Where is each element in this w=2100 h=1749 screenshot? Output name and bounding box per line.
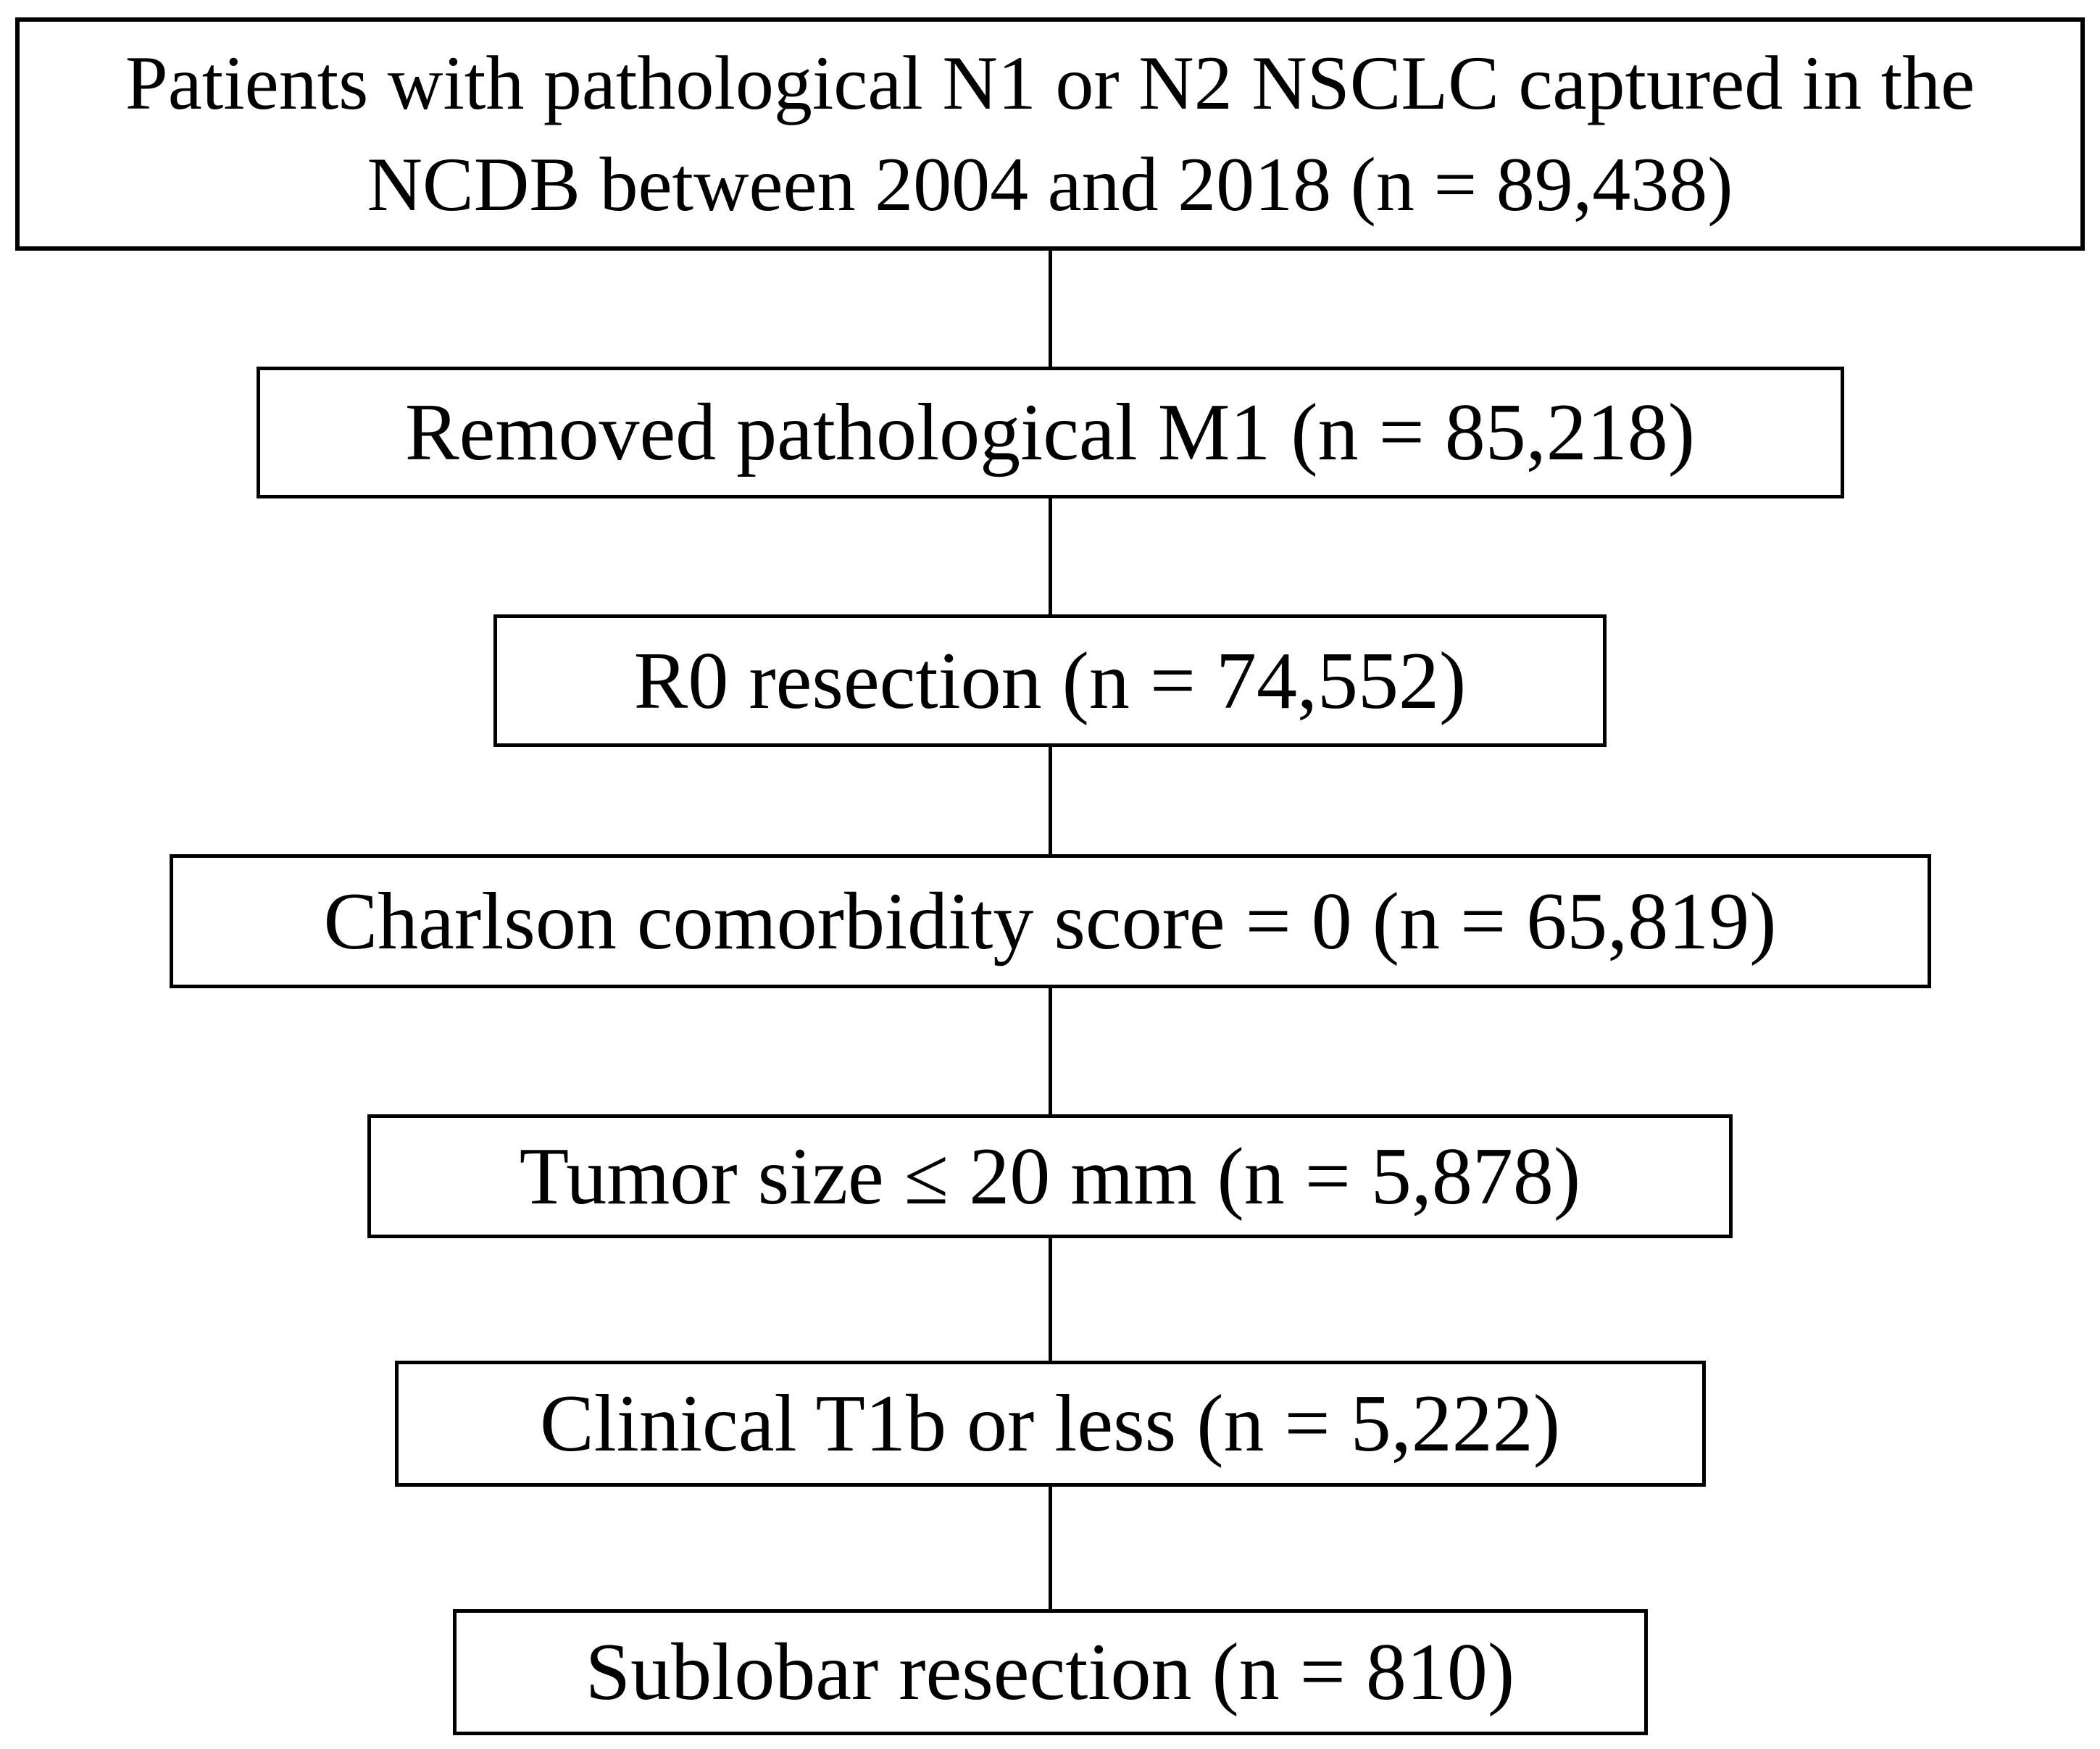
flow-box-r0-resection: R0 resection (n = 74,552) — [493, 614, 1607, 747]
flow-box-text: Charlson comorbidity score = 0 (n = 65,8… — [323, 876, 1777, 967]
flow-box-text-line: NCDB between 2004 and 2018 (n = 89,438) — [367, 142, 1733, 227]
connector-line — [1048, 498, 1052, 614]
flow-box-text: Clinical T1b or less (n = 5,222) — [539, 1379, 1561, 1469]
connector-line — [1048, 251, 1052, 367]
flow-box-text: Tumor size ≤ 20 mm (n = 5,878) — [519, 1131, 1581, 1222]
flow-box-tumor-size: Tumor size ≤ 20 mm (n = 5,878) — [367, 1114, 1733, 1238]
flow-box-text: Sublobar resection (n = 810) — [585, 1627, 1515, 1717]
flow-box-charlson-score-0: Charlson comorbidity score = 0 (n = 65,8… — [169, 854, 1931, 988]
connector-line — [1048, 747, 1052, 854]
flow-box-text: R0 resection (n = 74,552) — [633, 635, 1467, 726]
flow-box-text-line: Patients with pathological N1 or N2 NSCL… — [125, 41, 1975, 126]
flow-box-initial-cohort: Patients with pathological N1 or N2 NSCL… — [15, 17, 2085, 251]
flow-box-removed-pathological-m1: Removed pathological M1 (n = 85,218) — [256, 367, 1844, 498]
connector-line — [1048, 1238, 1052, 1361]
connector-line — [1048, 988, 1052, 1114]
flow-box-text: Removed pathological M1 (n = 85,218) — [404, 388, 1696, 477]
flow-box-sublobar-resection: Sublobar resection (n = 810) — [452, 1609, 1648, 1735]
flow-box-clinical-t1b: Clinical T1b or less (n = 5,222) — [394, 1361, 1706, 1487]
connector-line — [1048, 1487, 1052, 1609]
